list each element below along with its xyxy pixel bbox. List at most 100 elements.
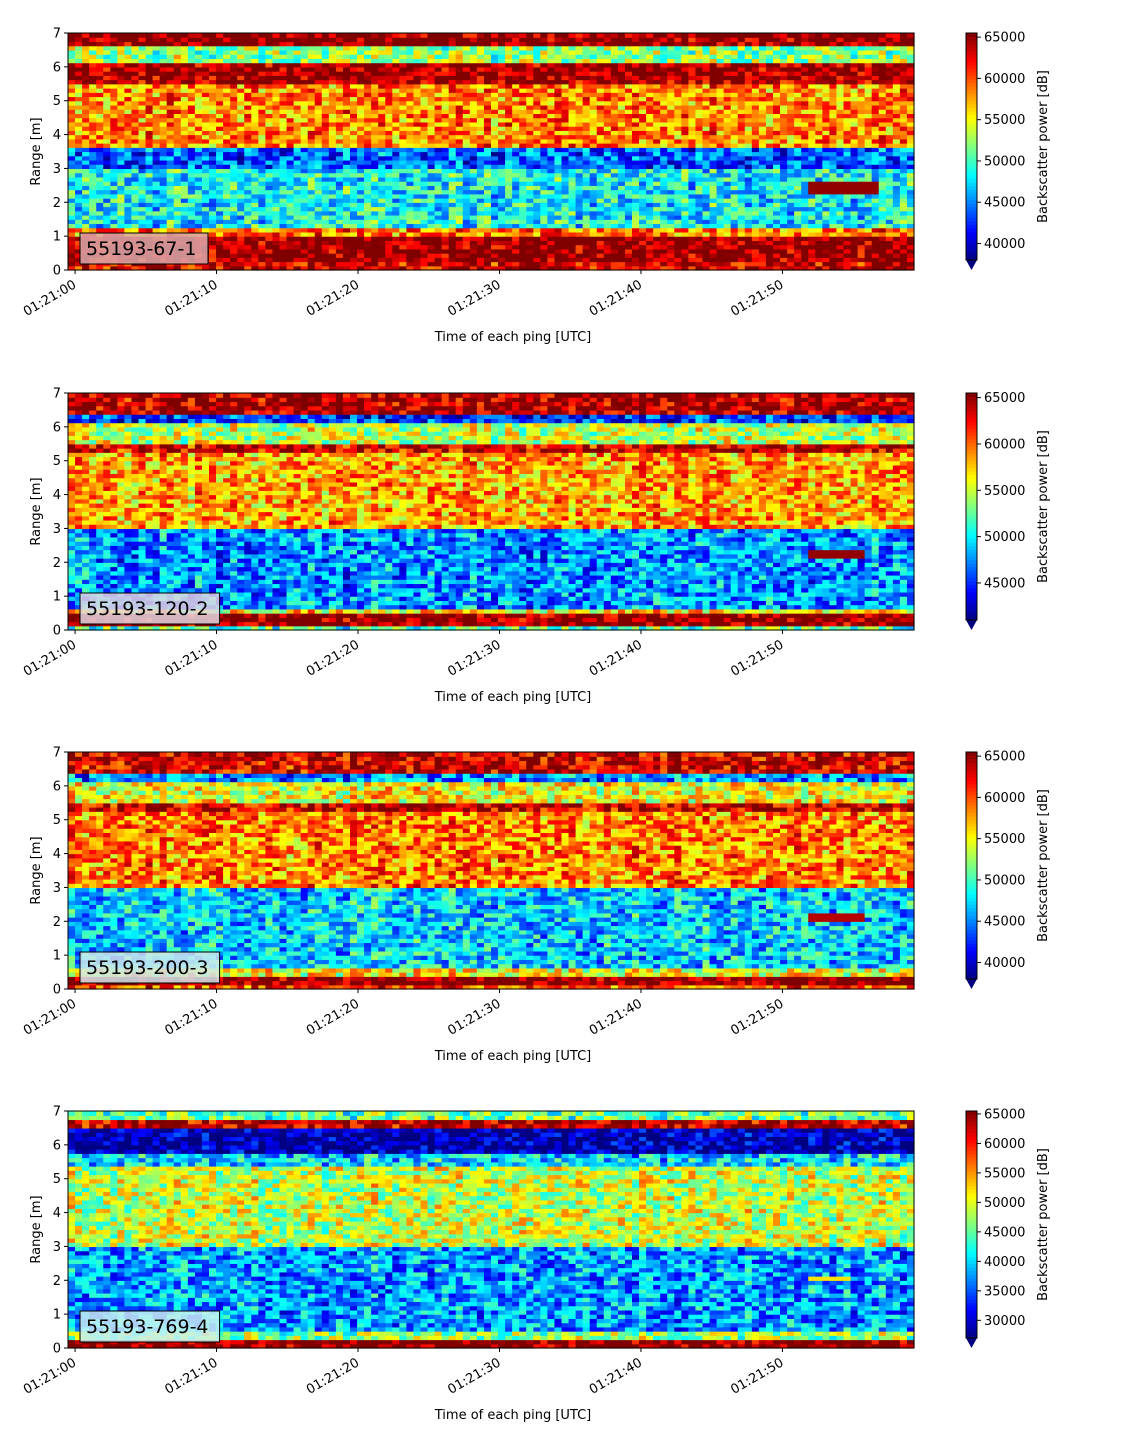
heatmap-cell [491,75,499,80]
heatmap-cell [456,215,464,220]
heatmap-cell [512,262,520,267]
heatmap-cell [378,101,386,106]
heatmap-cell [428,202,436,207]
heatmap-cell [209,75,217,80]
heatmap-cell [399,202,407,207]
heatmap-cell [498,190,506,195]
heatmap-cell [470,156,478,161]
heatmap-cell [223,147,231,152]
heatmap-cell [265,257,273,262]
heatmap-cell [294,101,302,106]
heatmap-cell [216,101,224,106]
heatmap-cell [413,232,421,237]
heatmap-cell [146,101,154,106]
heatmap-cell [449,88,457,93]
heatmap-cell [406,130,414,135]
heatmap-cell [258,139,266,144]
heatmap-cell [456,130,464,135]
heatmap-cell [449,240,457,245]
heatmap-cell [89,185,97,190]
heatmap-cell [392,211,400,216]
heatmap-cell [89,168,97,173]
heatmap-cell [237,96,245,101]
heatmap-cell [195,173,203,178]
heatmap-cell [287,211,295,216]
heatmap-cell [117,219,125,224]
heatmap-cell [491,105,499,110]
heatmap-cell [153,160,161,165]
heatmap-cell [82,219,90,224]
heatmap-cell [117,84,125,89]
heatmap-cell [364,257,372,262]
heatmap-cell [75,211,83,216]
heatmap-cell [329,105,337,110]
heatmap-cell [463,122,471,127]
heatmap-cell [364,202,372,207]
heatmap-cell [223,223,231,228]
heatmap-cell [139,75,147,80]
heatmap-cell [435,173,443,178]
heatmap-cell [89,173,97,178]
heatmap-cell [146,41,154,46]
heatmap-cell [505,194,513,199]
heatmap-cell [442,92,450,97]
heatmap-cell [265,198,273,203]
heatmap-cell [413,164,421,169]
heatmap-cell [343,262,351,267]
heatmap-cell [89,207,97,212]
heatmap-cell [146,37,154,42]
heatmap-cell [209,228,217,233]
heatmap-cell [230,139,238,144]
heatmap-cell [272,88,280,93]
heatmap-cell [364,135,372,140]
heatmap-cell [470,185,478,190]
heatmap-cell [294,130,302,135]
heatmap-cell [378,173,386,178]
heatmap-cell [160,126,168,131]
heatmap-cell [491,156,499,161]
heatmap-cell [505,215,513,220]
heatmap-cell [463,75,471,80]
heatmap-cell [435,164,443,169]
heatmap-cell [357,207,365,212]
heatmap-cell [265,67,273,72]
heatmap-cell [244,46,252,51]
heatmap-cell [371,223,379,228]
heatmap-cell [463,236,471,241]
heatmap-cell [322,185,330,190]
heatmap-cell [385,67,393,72]
heatmap-cell [110,202,118,207]
heatmap-cell [505,50,513,55]
heatmap-cell [216,232,224,237]
heatmap-cell [117,67,125,72]
heatmap-cell [449,67,457,72]
heatmap-cell [350,71,358,76]
heatmap-cell [371,105,379,110]
heatmap-cell [491,177,499,182]
heatmap-cell [139,194,147,199]
heatmap-cell [265,249,273,254]
heatmap-cell [392,33,400,38]
heatmap-cell [117,54,125,59]
heatmap-cell [350,160,358,165]
heatmap-cell [294,249,302,254]
heatmap-cell [75,80,83,85]
heatmap-cell [378,245,386,250]
heatmap-cell [463,46,471,51]
heatmap-cell [470,228,478,233]
heatmap-cell [216,75,224,80]
heatmap-cell [82,126,90,131]
heatmap-cell [75,58,83,63]
heatmap-cell [124,109,132,114]
heatmap-cell [350,135,358,140]
heatmap-cell [258,126,266,131]
heatmap-cell [385,164,393,169]
heatmap-cell [428,96,436,101]
heatmap-cell [89,109,97,114]
heatmap-cell [428,101,436,106]
heatmap-cell [139,156,147,161]
heatmap-cell [406,84,414,89]
heatmap-cell [202,75,210,80]
heatmap-cell [272,152,280,157]
heatmap-cell [82,223,90,228]
